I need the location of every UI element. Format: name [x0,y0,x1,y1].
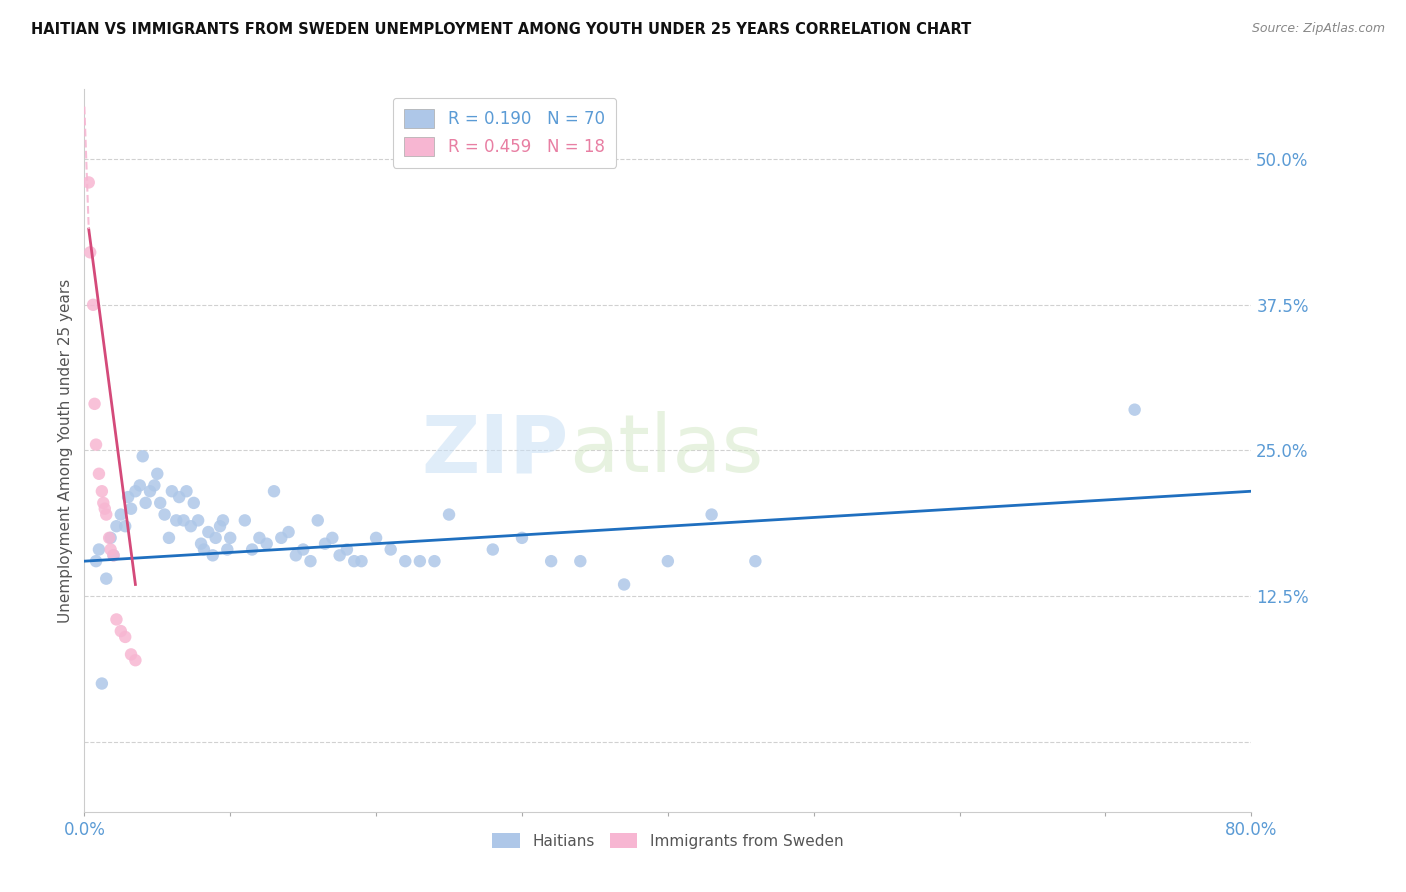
Point [212,513,235,527]
Point [540,554,562,568]
Point [100,531,122,545]
Point [482,542,505,557]
Point [183,496,205,510]
Point [292,542,315,557]
Point [87,467,110,481]
Point [343,554,366,568]
Point [79,245,101,260]
Point [321,531,343,545]
Point [84,437,107,451]
Point [114,630,136,644]
Text: Source: ZipAtlas.com: Source: ZipAtlas.com [1251,22,1385,36]
Point [284,549,307,563]
Y-axis label: Unemployment Among Youth under 25 years: Unemployment Among Youth under 25 years [58,278,73,623]
Point [437,508,460,522]
Point [149,496,172,510]
Point [94,501,117,516]
Point [423,554,446,568]
Point [366,531,388,545]
Point [409,554,432,568]
Point [117,490,139,504]
Point [146,467,169,481]
Text: HAITIAN VS IMMIGRANTS FROM SWEDEN UNEMPLOYMENT AMONG YOUTH UNDER 25 YEARS CORREL: HAITIAN VS IMMIGRANTS FROM SWEDEN UNEMPL… [31,22,972,37]
Point [84,554,107,568]
Point [153,508,176,522]
Point [120,648,142,662]
Point [100,542,122,557]
Point [96,572,118,586]
Point [380,542,402,557]
Point [190,537,212,551]
Point [270,531,292,545]
Point [83,397,105,411]
Legend: Haitians, Immigrants from Sweden: Haitians, Immigrants from Sweden [486,827,849,855]
Text: atlas: atlas [568,411,763,490]
Point [173,513,195,527]
Point [336,542,359,557]
Point [82,298,104,312]
Point [204,531,226,545]
Point [143,478,166,492]
Point [569,554,592,568]
Point [314,537,336,551]
Point [350,554,373,568]
Point [176,484,198,499]
Point [90,484,112,499]
Point [96,508,118,522]
Text: ZIP: ZIP [422,411,568,490]
Point [110,624,132,639]
Point [165,513,187,527]
Point [240,542,263,557]
Point [105,519,128,533]
Point [193,542,215,557]
Point [657,554,679,568]
Point [217,542,239,557]
Point [233,513,256,527]
Point [394,554,416,568]
Point [105,612,128,626]
Point [87,542,110,557]
Point [249,531,271,545]
Point [135,496,157,510]
Point [1123,402,1146,417]
Point [98,531,121,545]
Point [157,531,180,545]
Point [110,508,132,522]
Point [90,676,112,690]
Point [197,524,219,539]
Point [160,484,183,499]
Point [139,484,162,499]
Point [180,519,202,533]
Point [128,478,150,492]
Point [120,501,142,516]
Point [103,549,125,563]
Point [124,653,146,667]
Point [219,531,242,545]
Point [208,519,231,533]
Point [114,519,136,533]
Point [103,549,125,563]
Point [124,484,146,499]
Point [277,524,299,539]
Point [167,490,190,504]
Point [77,176,100,190]
Point [613,577,636,591]
Point [329,549,352,563]
Point [700,508,723,522]
Point [132,450,155,464]
Point [187,513,209,527]
Point [256,537,278,551]
Point [510,531,533,545]
Point [263,484,285,499]
Point [307,513,329,527]
Point [91,496,114,510]
Point [299,554,322,568]
Point [744,554,766,568]
Point [201,549,224,563]
